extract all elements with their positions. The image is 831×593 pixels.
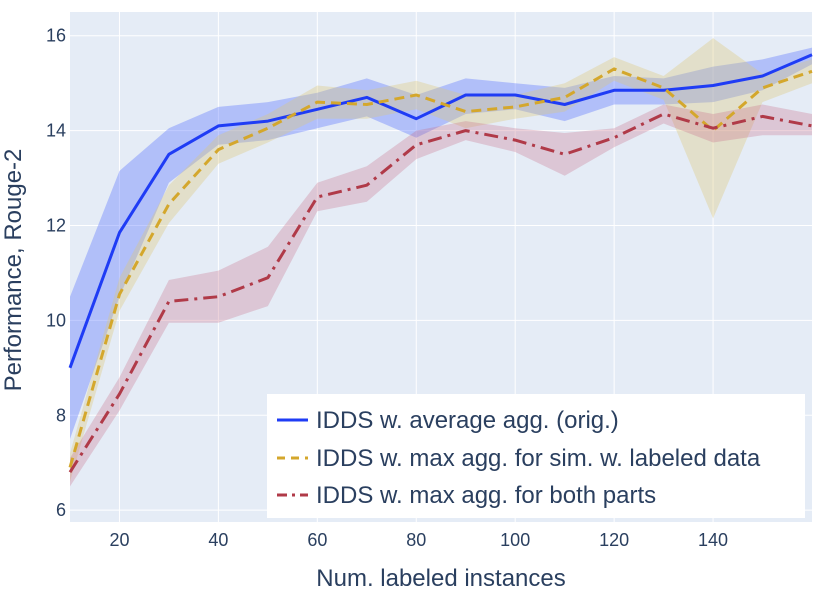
legend-label-2: IDDS w. max agg. for sim. w. labeled dat…	[316, 445, 761, 472]
x-tick-labels: 20 40 60 80 100 120 140	[109, 530, 728, 550]
grid-lines	[70, 12, 812, 522]
y-tick-label: 6	[56, 500, 66, 520]
legend-box	[267, 394, 805, 518]
series-line-3	[68, 112, 813, 474]
series-line-1	[68, 53, 813, 369]
y-tick-label: 14	[46, 121, 66, 141]
confidence-bands	[70, 38, 812, 487]
x-axis-title: Num. labeled instances	[316, 565, 565, 592]
x-tick-label: 80	[406, 530, 426, 550]
legend: IDDS w. average agg. (orig.) IDDS w. max …	[267, 394, 805, 518]
legend-label-1: IDDS w. average agg. (orig.)	[316, 407, 619, 434]
legend-label-3: IDDS w. max agg. for both parts	[316, 482, 656, 509]
y-tick-labels: 6 8 10 12 14 16	[46, 26, 66, 520]
y-axis-title: Performance, Rouge-2	[0, 149, 27, 392]
y-tick-label: 8	[56, 405, 66, 425]
y-tick-label: 10	[46, 310, 66, 330]
series-lines	[68, 53, 813, 474]
x-tick-label: 120	[599, 530, 629, 550]
x-tick-label: 140	[698, 530, 728, 550]
x-tick-label: 40	[208, 530, 228, 550]
x-tick-label: 20	[109, 530, 129, 550]
y-tick-label: 16	[46, 26, 66, 46]
confidence-band-1	[70, 47, 812, 439]
confidence-band-2	[70, 38, 812, 482]
x-tick-label: 60	[307, 530, 327, 550]
confidence-band-3	[70, 104, 812, 487]
x-tick-label: 100	[500, 530, 530, 550]
series-line-2	[68, 67, 813, 468]
y-tick-label: 12	[46, 215, 66, 235]
